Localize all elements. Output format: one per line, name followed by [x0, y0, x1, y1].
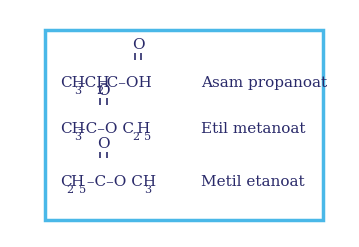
Text: Metil etanoat: Metil etanoat: [201, 175, 304, 189]
Text: 5: 5: [79, 185, 86, 195]
Text: H: H: [136, 122, 149, 136]
Text: 2: 2: [96, 86, 103, 96]
Text: –C–OH: –C–OH: [100, 76, 153, 90]
Text: O: O: [97, 137, 109, 151]
Text: CH: CH: [60, 122, 85, 136]
Text: O: O: [97, 83, 109, 98]
Text: 3: 3: [74, 86, 81, 96]
Text: –C–O C: –C–O C: [78, 122, 134, 136]
Text: 2: 2: [66, 185, 74, 195]
Text: 3: 3: [74, 132, 81, 142]
Text: C: C: [60, 175, 72, 189]
Text: –CH: –CH: [78, 76, 110, 90]
Text: 2: 2: [132, 132, 139, 142]
Text: O: O: [132, 38, 144, 52]
Text: CH: CH: [60, 76, 85, 90]
Text: 3: 3: [144, 185, 151, 195]
Text: –C–O CH: –C–O CH: [82, 175, 156, 189]
Text: Asam propanoat: Asam propanoat: [201, 76, 327, 90]
Text: H: H: [70, 175, 84, 189]
Text: 5: 5: [144, 132, 151, 142]
Text: Etil metanoat: Etil metanoat: [201, 122, 305, 136]
